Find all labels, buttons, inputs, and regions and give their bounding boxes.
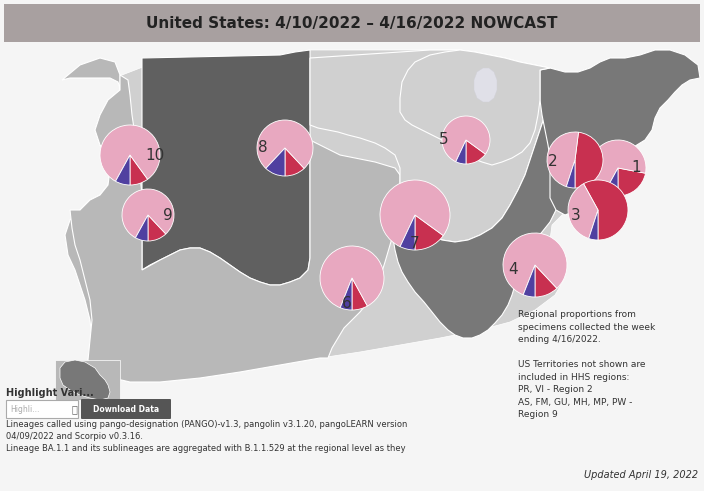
Bar xyxy=(4,4,700,42)
Wedge shape xyxy=(523,265,535,297)
Wedge shape xyxy=(589,210,598,240)
Text: 1: 1 xyxy=(631,161,641,175)
Text: Regional proportions from
specimens collected the week
ending 4/16/2022.

US Ter: Regional proportions from specimens coll… xyxy=(518,310,655,419)
Wedge shape xyxy=(415,215,444,250)
Text: 2: 2 xyxy=(548,155,558,169)
Wedge shape xyxy=(442,116,490,162)
Wedge shape xyxy=(566,160,575,188)
Text: 3: 3 xyxy=(571,208,581,222)
Text: 4: 4 xyxy=(508,263,518,277)
Wedge shape xyxy=(535,265,557,297)
Wedge shape xyxy=(466,140,486,164)
Wedge shape xyxy=(135,215,148,241)
Text: United States: 4/10/2022 – 4/16/2022 NOWCAST: United States: 4/10/2022 – 4/16/2022 NOW… xyxy=(146,16,558,30)
Polygon shape xyxy=(62,50,700,382)
Wedge shape xyxy=(400,215,415,250)
Wedge shape xyxy=(380,180,450,246)
Wedge shape xyxy=(115,155,130,185)
Polygon shape xyxy=(62,58,142,382)
Text: Highlight Vari...: Highlight Vari... xyxy=(6,388,94,398)
Wedge shape xyxy=(130,155,148,185)
Wedge shape xyxy=(590,140,646,192)
Text: 8: 8 xyxy=(258,140,268,156)
Text: Updated April 19, 2022: Updated April 19, 2022 xyxy=(584,470,698,480)
Wedge shape xyxy=(100,125,160,181)
Wedge shape xyxy=(340,278,352,310)
Wedge shape xyxy=(568,184,598,239)
Polygon shape xyxy=(393,85,562,338)
Wedge shape xyxy=(148,215,166,241)
Polygon shape xyxy=(540,50,700,215)
Text: 5: 5 xyxy=(439,133,449,147)
Wedge shape xyxy=(266,148,285,176)
Wedge shape xyxy=(320,246,384,308)
Text: 9: 9 xyxy=(163,208,173,222)
FancyBboxPatch shape xyxy=(81,399,171,419)
Wedge shape xyxy=(584,180,628,240)
Polygon shape xyxy=(474,68,497,102)
Wedge shape xyxy=(455,140,466,164)
Text: Highli...: Highli... xyxy=(10,405,39,413)
Wedge shape xyxy=(547,132,579,187)
Text: Download Data: Download Data xyxy=(93,405,159,413)
Wedge shape xyxy=(575,132,603,188)
Bar xyxy=(6,400,78,418)
Wedge shape xyxy=(605,168,618,196)
Polygon shape xyxy=(70,75,400,382)
Polygon shape xyxy=(310,50,550,242)
Wedge shape xyxy=(618,168,646,196)
Wedge shape xyxy=(122,189,174,238)
Wedge shape xyxy=(285,148,304,176)
Text: Lineages called using pango-designation (PANGO)-v1.3, pangolin v3.1.20, pangoLEA: Lineages called using pango-designation … xyxy=(6,420,408,453)
Text: 7: 7 xyxy=(410,236,420,250)
Polygon shape xyxy=(142,50,310,285)
Wedge shape xyxy=(503,233,567,295)
Text: ⌕: ⌕ xyxy=(71,404,77,414)
Wedge shape xyxy=(257,120,313,168)
Polygon shape xyxy=(60,360,110,400)
Text: 10: 10 xyxy=(145,147,165,163)
Text: 6: 6 xyxy=(342,297,352,311)
Polygon shape xyxy=(400,50,550,165)
Polygon shape xyxy=(55,360,120,400)
Wedge shape xyxy=(352,278,367,310)
